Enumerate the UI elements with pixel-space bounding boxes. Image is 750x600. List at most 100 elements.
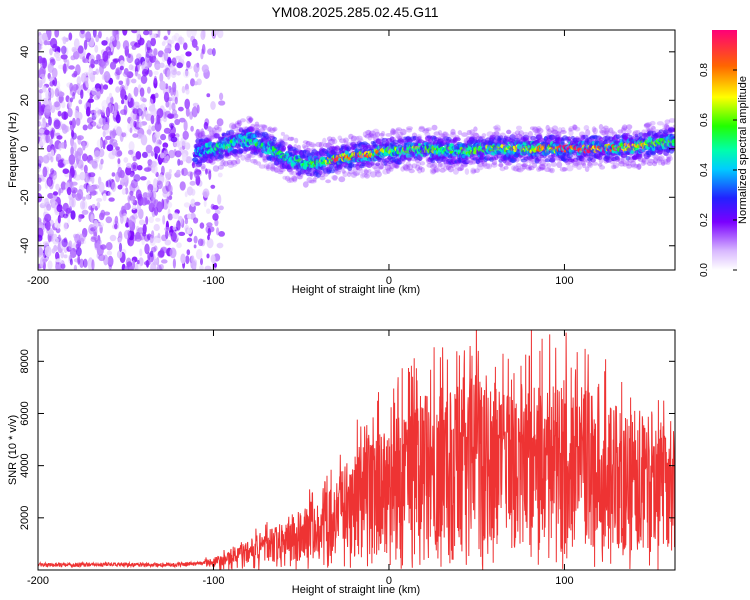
heatmap-cell [121, 99, 125, 105]
heatmap-cell [415, 134, 423, 141]
heatmap-cell [164, 239, 172, 246]
snr-x-axis-label: Height of straight line (km) [292, 584, 420, 596]
heatmap-cell [123, 68, 129, 75]
spectrogram-x-ticks: -200 -100 0 100 [27, 30, 574, 287]
heatmap-cell [658, 129, 664, 133]
heatmap-cell [214, 218, 219, 227]
heatmap-cell [156, 264, 162, 270]
heatmap-cell [620, 127, 627, 135]
heatmap-cell [157, 114, 161, 125]
heatmap-cell [266, 166, 271, 171]
heatmap-cell [449, 131, 457, 138]
heatmap-cell [101, 40, 108, 46]
heatmap-cell [551, 129, 558, 135]
heatmap-cell [111, 181, 117, 192]
heatmap-cell [71, 117, 76, 129]
heatmap-cell [330, 136, 336, 142]
heatmap-cell [55, 262, 62, 270]
heatmap-cell [111, 172, 116, 177]
heatmap-cell [277, 170, 284, 175]
heatmap-cell [205, 168, 208, 175]
heatmap-cell [179, 160, 184, 166]
heatmap-cell [164, 226, 171, 232]
heatmap-cell [80, 237, 85, 245]
heatmap-cell [73, 264, 77, 270]
heatmap-cell [638, 132, 644, 137]
heatmap-cell [422, 129, 430, 134]
heatmap-cell [61, 111, 69, 120]
heatmap-cell [292, 176, 298, 183]
heatmap-cell [358, 168, 364, 173]
heatmap-cell [380, 130, 386, 137]
heatmap-cell [83, 171, 90, 184]
heatmap-cell [483, 163, 491, 169]
heatmap-cell [58, 142, 62, 151]
heatmap-cell [536, 127, 544, 134]
heatmap-cell [153, 48, 158, 56]
heatmap-cell [119, 65, 124, 71]
heatmap-cell [168, 149, 176, 159]
heatmap-cell [87, 185, 95, 192]
heatmap-cell [587, 161, 592, 167]
heatmap-cell [72, 233, 78, 239]
heatmap-cell [159, 80, 166, 91]
heatmap-cell [280, 131, 285, 136]
heatmap-cell [379, 132, 385, 137]
heatmap-cell [147, 189, 152, 198]
heatmap-cell [77, 159, 84, 169]
heatmap-cell [213, 262, 217, 268]
heatmap-cell [123, 157, 129, 163]
heatmap-cell [163, 158, 169, 164]
heatmap-cell [210, 101, 216, 110]
heatmap-cell [176, 62, 183, 69]
heatmap-cell [447, 165, 454, 173]
heatmap-cell [557, 127, 563, 134]
heatmap-cell [183, 202, 191, 208]
heatmap-cell [75, 151, 82, 162]
heatmap-cell [149, 250, 154, 258]
heatmap-cell [394, 164, 399, 169]
heatmap-cell [148, 216, 154, 224]
x-tick-label: -200 [27, 275, 49, 287]
heatmap-cell [142, 192, 149, 199]
heatmap-cell [92, 30, 97, 38]
heatmap-cell [111, 148, 116, 156]
spectrogram-y-axis-label: Frequency (Hz) [7, 112, 19, 188]
heatmap-cell [179, 35, 183, 45]
heatmap-cell [576, 164, 582, 170]
heatmap-cell [542, 162, 549, 167]
heatmap-cell [392, 130, 398, 135]
heatmap-cell [71, 46, 77, 53]
heatmap-cell [369, 134, 377, 138]
heatmap-cell [115, 114, 121, 124]
heatmap-cell [171, 102, 176, 111]
heatmap-cell [179, 54, 185, 62]
heatmap-cell [214, 124, 220, 131]
heatmap-cell [280, 141, 288, 147]
heatmap-cell [303, 145, 309, 151]
heatmap-cell [591, 161, 598, 166]
heatmap-cell [121, 188, 126, 195]
heatmap-cell [96, 243, 100, 248]
heatmap-cell [89, 176, 93, 182]
heatmap-cell [527, 131, 534, 138]
heatmap-cell [581, 157, 589, 163]
heatmap-cell [191, 30, 197, 37]
heatmap-cell [466, 159, 474, 164]
heatmap-cell [105, 180, 109, 188]
heatmap-cell [514, 165, 522, 170]
heatmap-cell [38, 88, 44, 94]
heatmap-cell [282, 175, 288, 180]
heatmap-cell [589, 152, 593, 157]
heatmap-cell [102, 84, 109, 90]
figure-title: YM08.2025.285.02.45.G11 [271, 4, 438, 20]
heatmap-cell [178, 117, 186, 123]
heatmap-cell [161, 165, 165, 176]
heatmap-cell [81, 209, 89, 215]
heatmap-cell [668, 118, 675, 123]
heatmap-cell [174, 150, 182, 158]
heatmap-cell [390, 128, 396, 135]
heatmap-cell [544, 167, 551, 172]
heatmap-cell [102, 193, 107, 202]
